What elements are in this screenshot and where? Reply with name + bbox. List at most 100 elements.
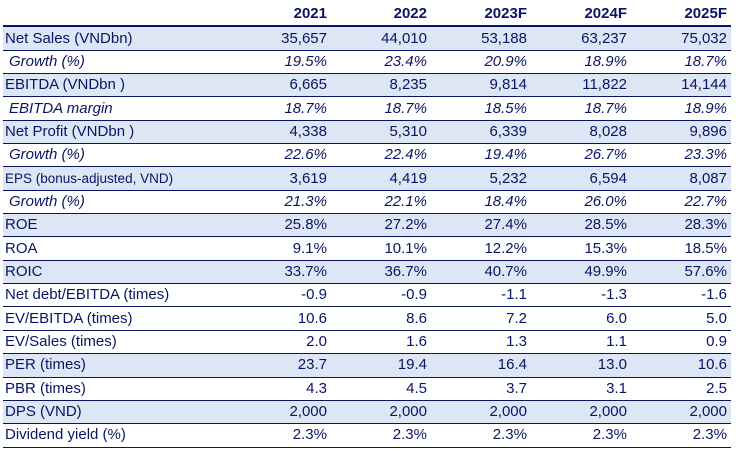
row-ebitda: EBITDA (VNDbn ) 6,665 8,235 9,814 11,822… <box>3 73 731 98</box>
cell-value: 9.1% <box>231 236 331 261</box>
row-ebitda-margin: EBITDA margin 18.7% 18.7% 18.5% 18.7% 18… <box>3 96 731 121</box>
cell-value: 2,000 <box>231 400 331 425</box>
cell-value: 2,000 <box>431 400 531 425</box>
row-label: Growth (%) <box>3 190 231 215</box>
cell-value: 23.3% <box>631 143 731 168</box>
header-year-2024f: 2024F <box>531 3 631 28</box>
cell-value: 3.7 <box>431 377 531 401</box>
table-body: Net Sales (VNDbn) 35,657 44,010 53,188 6… <box>3 26 731 448</box>
cell-value: 28.3% <box>631 213 731 238</box>
cell-value: 2.3% <box>431 423 531 448</box>
cell-value: 2,000 <box>531 400 631 425</box>
cell-value: 18.9% <box>631 96 731 121</box>
cell-value: 26.0% <box>531 190 631 215</box>
header-row: 2021 2022 2023F 2024F 2025F <box>3 3 731 28</box>
cell-value: 27.4% <box>431 213 531 238</box>
row-net-debt-ebitda: Net debt/EBITDA (times) -0.9 -0.9 -1.1 -… <box>3 283 731 308</box>
row-roa: ROA 9.1% 10.1% 12.2% 15.3% 18.5% <box>3 236 731 261</box>
row-label: EBITDA (VNDbn ) <box>3 73 231 98</box>
cell-value: 75,032 <box>631 26 731 51</box>
row-label: EBITDA margin <box>3 96 231 121</box>
cell-value: 6,594 <box>531 166 631 191</box>
row-roic: ROIC 33.7% 36.7% 40.7% 49.9% 57.6% <box>3 260 731 285</box>
header-year-2023f: 2023F <box>431 3 531 28</box>
header-year-2025f: 2025F <box>631 3 731 28</box>
cell-value: 13.0 <box>531 353 631 378</box>
cell-value: -1.6 <box>631 283 731 308</box>
cell-value: 8,028 <box>531 120 631 145</box>
row-dps: DPS (VND) 2,000 2,000 2,000 2,000 2,000 <box>3 400 731 425</box>
cell-value: 4,338 <box>231 120 331 145</box>
row-ev-sales: EV/Sales (times) 2.0 1.6 1.3 1.1 0.9 <box>3 330 731 355</box>
row-dividend-yield: Dividend yield (%) 2.3% 2.3% 2.3% 2.3% 2… <box>3 423 731 448</box>
cell-value: 10.1% <box>331 236 431 261</box>
cell-value: 12.2% <box>431 236 531 261</box>
cell-value: 8,087 <box>631 166 731 191</box>
cell-value: 49.9% <box>531 260 631 285</box>
cell-value: 0.9 <box>631 330 731 355</box>
row-label: PBR (times) <box>3 377 231 401</box>
cell-value: 18.7% <box>231 96 331 121</box>
row-net-sales: Net Sales (VNDbn) 35,657 44,010 53,188 6… <box>3 26 731 51</box>
cell-value: 26.7% <box>531 143 631 168</box>
cell-value: 1.3 <box>431 330 531 355</box>
cell-value: 18.7% <box>331 96 431 121</box>
cell-value: -0.9 <box>231 283 331 308</box>
row-label: EPS (bonus-adjusted, VND) <box>3 166 231 191</box>
row-net-profit: Net Profit (VNDbn ) 4,338 5,310 6,339 8,… <box>3 120 731 145</box>
row-label: ROIC <box>3 260 231 285</box>
row-eps-growth: Growth (%) 21.3% 22.1% 18.4% 26.0% 22.7% <box>3 190 731 215</box>
table-header: 2021 2022 2023F 2024F 2025F <box>3 3 731 28</box>
cell-value: 23.7 <box>231 353 331 378</box>
cell-value: 40.7% <box>431 260 531 285</box>
row-roe: ROE 25.8% 27.2% 27.4% 28.5% 28.3% <box>3 213 731 238</box>
row-label: Growth (%) <box>3 143 231 168</box>
cell-value: -1.1 <box>431 283 531 308</box>
row-label: Net Profit (VNDbn ) <box>3 120 231 145</box>
cell-value: 7.2 <box>431 306 531 331</box>
cell-value: 6.0 <box>531 306 631 331</box>
cell-value: 9,814 <box>431 73 531 98</box>
cell-value: 63,237 <box>531 26 631 51</box>
cell-value: 53,188 <box>431 26 531 51</box>
cell-value: 14,144 <box>631 73 731 98</box>
cell-value: -1.3 <box>531 283 631 308</box>
row-sales-growth: Growth (%) 19.5% 23.4% 20.9% 18.9% 18.7% <box>3 50 731 75</box>
cell-value: 22.6% <box>231 143 331 168</box>
cell-value: 21.3% <box>231 190 331 215</box>
cell-value: 18.4% <box>431 190 531 215</box>
cell-value: 11,822 <box>531 73 631 98</box>
cell-value: 33.7% <box>231 260 331 285</box>
cell-value: 15.3% <box>531 236 631 261</box>
financial-summary-table: 2021 2022 2023F 2024F 2025F Net Sales (V… <box>3 3 731 448</box>
cell-value: 4.3 <box>231 377 331 401</box>
cell-value: 57.6% <box>631 260 731 285</box>
cell-value: 8.6 <box>331 306 431 331</box>
cell-value: 23.4% <box>331 50 431 75</box>
cell-value: 2.3% <box>231 423 331 448</box>
cell-value: 19.5% <box>231 50 331 75</box>
cell-value: 20.9% <box>431 50 531 75</box>
cell-value: 2,000 <box>331 400 431 425</box>
cell-value: 2.0 <box>231 330 331 355</box>
cell-value: 10.6 <box>631 353 731 378</box>
cell-value: 18.7% <box>631 50 731 75</box>
cell-value: 5,310 <box>331 120 431 145</box>
cell-value: 5.0 <box>631 306 731 331</box>
cell-value: 44,010 <box>331 26 431 51</box>
cell-value: 2,000 <box>631 400 731 425</box>
cell-value: 5,232 <box>431 166 531 191</box>
cell-value: 22.4% <box>331 143 431 168</box>
row-label: EV/Sales (times) <box>3 330 231 355</box>
cell-value: 9,896 <box>631 120 731 145</box>
cell-value: 35,657 <box>231 26 331 51</box>
header-year-2022: 2022 <box>331 3 431 28</box>
cell-value: 36.7% <box>331 260 431 285</box>
row-profit-growth: Growth (%) 22.6% 22.4% 19.4% 26.7% 23.3% <box>3 143 731 168</box>
row-eps: EPS (bonus-adjusted, VND) 3,619 4,419 5,… <box>3 166 731 191</box>
cell-value: 19.4% <box>431 143 531 168</box>
row-label: PER (times) <box>3 353 231 378</box>
cell-value: 22.1% <box>331 190 431 215</box>
cell-value: -0.9 <box>331 283 431 308</box>
cell-value: 18.9% <box>531 50 631 75</box>
